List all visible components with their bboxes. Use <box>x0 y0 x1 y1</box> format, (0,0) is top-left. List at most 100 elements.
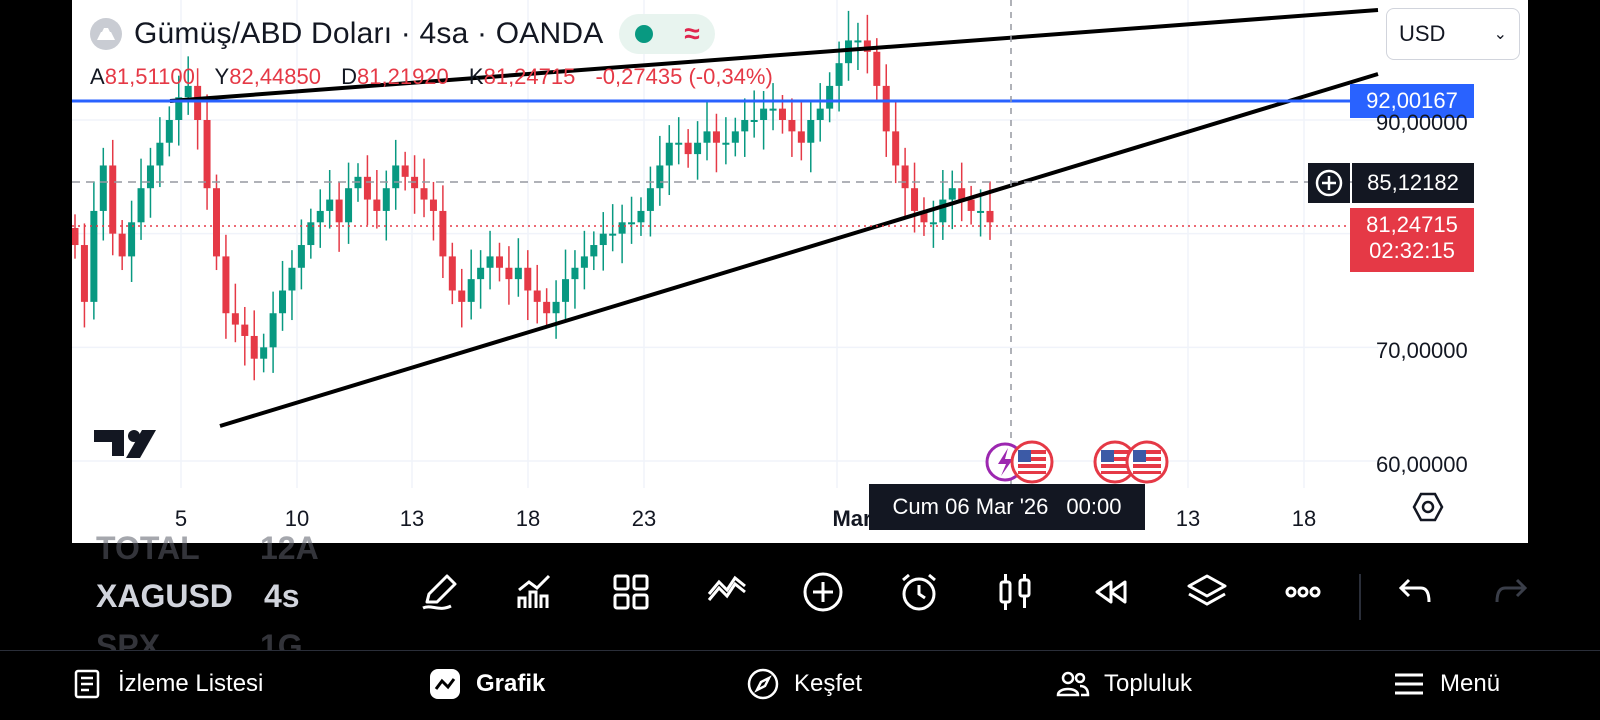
nav-community-label: Topluluk <box>1104 670 1193 697</box>
crosshair-price-label: 85,12182 <box>1352 163 1474 203</box>
candle-body <box>628 222 636 225</box>
candle-body <box>929 222 937 225</box>
candle-body <box>175 97 183 120</box>
candle-body <box>694 142 702 155</box>
draw-tool-button[interactable] <box>415 568 463 616</box>
currency-selector[interactable]: USD ⌄ <box>1386 8 1520 60</box>
open-value: 81,51100 <box>104 64 195 89</box>
chart-settings-button[interactable] <box>1411 490 1445 524</box>
candle-body <box>382 188 390 211</box>
nav-menu[interactable]: Menü <box>1392 656 1500 712</box>
alert-button[interactable] <box>895 568 943 616</box>
last-price-label: 81,24715 02:32:15 <box>1350 208 1474 272</box>
price-chart[interactable] <box>72 0 1528 543</box>
candle-body <box>618 222 626 234</box>
candle-body <box>401 165 409 177</box>
x-tick: 5 <box>174 506 188 531</box>
market-status-pill[interactable]: ≈ <box>619 14 716 54</box>
candle-body <box>477 267 485 280</box>
tradingview-logo <box>94 430 156 458</box>
chart-header: Gümüş/ABD Doları · 4sa · OANDA ≈ <box>90 14 716 54</box>
redo-button[interactable] <box>1487 568 1535 616</box>
candle-body <box>420 188 428 200</box>
replay-button[interactable] <box>1087 568 1135 616</box>
candle-body <box>712 131 720 143</box>
nav-explore[interactable]: Keşfet <box>746 656 862 712</box>
candle-body <box>505 267 513 280</box>
layers-button[interactable] <box>1183 568 1231 616</box>
symbol-title[interactable]: Gümüş/ABD Doları · 4sa · OANDA <box>134 17 604 50</box>
candle-body <box>467 279 475 302</box>
candles <box>72 10 994 381</box>
candle-body <box>646 188 654 211</box>
watchlist-row-faded[interactable]: TOTAL 12A <box>96 530 319 560</box>
candle-body <box>948 188 956 200</box>
chart-grid <box>72 0 1378 488</box>
candle-body <box>807 120 815 143</box>
candle-body <box>873 51 881 86</box>
y-tick-90: 90,00000 <box>1376 110 1468 135</box>
add-icon <box>803 572 843 612</box>
candle-body <box>816 108 824 120</box>
candle-body <box>363 176 371 200</box>
candle-body <box>279 290 287 314</box>
candle-body <box>146 165 154 189</box>
candle-body <box>778 108 786 120</box>
nav-community[interactable]: Topluluk <box>1056 656 1192 712</box>
crosshair-add-button[interactable] <box>1308 163 1350 203</box>
nav-watchlist-label: İzleme Listesi <box>118 670 264 697</box>
candle-body <box>514 267 522 280</box>
bar-countdown: 02:32:15 <box>1369 238 1455 263</box>
nav-chart[interactable]: Grafik <box>428 656 545 712</box>
candle-body <box>580 256 588 268</box>
watchlist-icon <box>74 669 100 699</box>
candle-body <box>967 199 975 211</box>
high-label: Y <box>214 64 230 89</box>
watchlist-row-faded[interactable]: SPX 1G <box>96 628 303 650</box>
candle-body <box>250 335 258 359</box>
candle-body <box>882 85 890 132</box>
candle-body <box>769 108 777 111</box>
candle-body <box>599 233 607 246</box>
candle-body <box>307 222 315 246</box>
candle-body <box>552 301 560 314</box>
candle-body <box>892 131 900 166</box>
candle-body <box>335 199 343 223</box>
add-symbol-button[interactable] <box>799 568 847 616</box>
candle-body <box>684 142 692 155</box>
compare-icon <box>707 575 746 601</box>
us-flag-event-icon <box>1010 440 1054 484</box>
watchlist-symbol: SPX <box>96 628 161 650</box>
candles-icon <box>999 574 1031 610</box>
crosshair-time-label: Cum 06 Mar '26 00:00 <box>869 484 1145 530</box>
candle-body <box>128 222 136 257</box>
nav-explore-label: Keşfet <box>794 670 863 697</box>
indicators-button[interactable] <box>511 568 559 616</box>
candle-body <box>288 267 296 291</box>
chart-panel[interactable]: Gümüş/ABD Doları · 4sa · OANDA ≈ A81,511… <box>72 0 1528 543</box>
more-button[interactable] <box>1279 568 1327 616</box>
candle-body <box>750 120 758 122</box>
compare-button[interactable] <box>703 568 751 616</box>
crosshair-date: Cum 06 Mar '26 <box>892 494 1049 519</box>
candle-body <box>920 210 928 223</box>
x-tick: 18 <box>515 506 541 531</box>
undo-button[interactable] <box>1391 568 1439 616</box>
compass-icon <box>747 668 779 700</box>
last-price-value: 81,24715 <box>1366 212 1458 237</box>
candle-body <box>241 324 249 336</box>
layouts-button[interactable] <box>607 568 655 616</box>
watchlist-row-active[interactable]: XAGUSD 4s <box>96 578 300 623</box>
settings-hexagon-icon <box>1412 492 1444 522</box>
chart-icon <box>430 669 460 699</box>
candle-body <box>212 188 220 257</box>
candle-body <box>222 256 230 314</box>
candle-body <box>863 40 871 52</box>
candle-body <box>165 120 173 143</box>
community-icon <box>1056 671 1090 697</box>
chart-type-button[interactable] <box>991 568 1039 616</box>
candle-body <box>486 256 494 268</box>
watchlist-symbol: XAGUSD <box>96 578 232 614</box>
nav-watchlist[interactable]: İzleme Listesi <box>70 656 263 712</box>
candle-body <box>665 142 673 166</box>
